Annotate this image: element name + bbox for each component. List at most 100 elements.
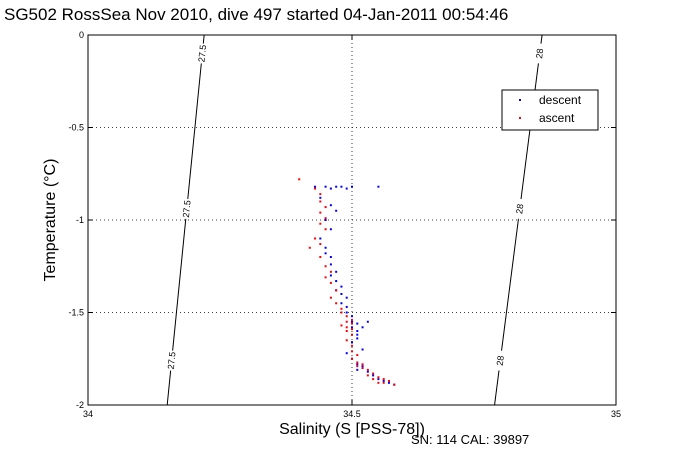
ascent-point bbox=[319, 193, 322, 196]
descent-point bbox=[329, 187, 332, 190]
ascent-point bbox=[324, 276, 327, 279]
descent-point bbox=[356, 333, 359, 336]
descent-point bbox=[345, 305, 348, 308]
ascent-point bbox=[377, 381, 380, 384]
descent-point bbox=[340, 185, 343, 188]
descent-point bbox=[329, 263, 332, 266]
descent-point bbox=[345, 296, 348, 299]
ascent-point bbox=[319, 243, 322, 246]
descent-point bbox=[387, 381, 390, 384]
descent-point bbox=[366, 370, 369, 373]
ascent-point bbox=[324, 265, 327, 268]
descent-point bbox=[366, 320, 369, 323]
y-tick-label: 0 bbox=[79, 30, 84, 40]
y-tick-label: -2 bbox=[76, 400, 84, 410]
isopycnal-label: 28 bbox=[514, 203, 525, 214]
ascent-point bbox=[351, 333, 353, 336]
descent-point bbox=[361, 365, 364, 368]
ascent-point bbox=[324, 228, 327, 231]
ascent-point bbox=[361, 363, 364, 366]
y-axis-label: Temperature (°C) bbox=[42, 159, 59, 282]
descent-point bbox=[314, 185, 317, 188]
isopycnal-label: 28 bbox=[534, 48, 545, 59]
legend-marker-descent bbox=[519, 99, 521, 101]
descent-point bbox=[356, 363, 359, 366]
descent-point bbox=[351, 315, 353, 318]
ascent-point bbox=[329, 281, 332, 284]
legend-box bbox=[501, 89, 599, 131]
ascent-point bbox=[340, 324, 343, 327]
ascent-point bbox=[372, 378, 375, 381]
isopycnal-label-bg bbox=[166, 350, 177, 371]
ascent-point bbox=[319, 256, 322, 258]
ascent-point bbox=[345, 330, 348, 332]
ascent-point bbox=[345, 326, 348, 329]
isopycnal-label-bg bbox=[181, 198, 192, 220]
descent-point bbox=[351, 326, 353, 329]
ascent-point bbox=[356, 354, 359, 357]
ascent-point bbox=[329, 270, 332, 273]
descent-point bbox=[335, 209, 338, 212]
ascent-point bbox=[319, 211, 322, 214]
x-tick-label: 34.5 bbox=[343, 409, 361, 419]
descent-point bbox=[361, 326, 364, 329]
descent-point bbox=[356, 337, 359, 340]
descent-point bbox=[324, 219, 327, 221]
ascent-point bbox=[324, 206, 327, 209]
chart-title: SG502 RossSea Nov 2010, dive 497 started… bbox=[4, 5, 508, 24]
ascent-point bbox=[351, 318, 353, 321]
ascent-point bbox=[382, 378, 385, 381]
descent-point bbox=[319, 196, 322, 199]
isopycnal-label: 27.5 bbox=[166, 351, 178, 369]
descent-point bbox=[329, 274, 332, 277]
descent-point bbox=[345, 311, 348, 314]
descent-point bbox=[335, 280, 338, 283]
descent-point bbox=[361, 348, 364, 351]
ascent-point bbox=[377, 376, 380, 379]
data-points bbox=[298, 178, 396, 386]
legend-marker-ascent bbox=[519, 117, 521, 119]
descent-point bbox=[351, 320, 353, 323]
isopycnal-label: 27.5 bbox=[196, 44, 208, 62]
descent-point bbox=[340, 302, 343, 305]
ascent-point bbox=[351, 350, 353, 353]
ascent-point bbox=[356, 361, 359, 364]
ascent-point bbox=[345, 339, 348, 342]
descent-point bbox=[324, 185, 327, 188]
isopycnal-label: 27.5 bbox=[181, 200, 193, 218]
ascent-point bbox=[366, 368, 369, 371]
ascent-point bbox=[382, 381, 385, 384]
isopycnal-label: 28 bbox=[495, 355, 506, 366]
descent-point bbox=[377, 185, 380, 188]
descent-point bbox=[324, 246, 327, 249]
descent-point bbox=[329, 228, 332, 231]
ascent-point bbox=[335, 289, 338, 292]
x-tick-label: 34 bbox=[83, 409, 93, 419]
descent-point bbox=[335, 185, 338, 188]
ascent-point bbox=[351, 357, 353, 360]
isopycnal-lines: 27.5 27.5 27.5 28 28 28 bbox=[166, 34, 545, 406]
legend-items: descent ascent bbox=[519, 93, 582, 125]
descent-point bbox=[329, 256, 332, 258]
isopycnal-label-bg bbox=[514, 198, 525, 220]
ascent-point bbox=[340, 307, 343, 310]
ascent-point bbox=[366, 374, 369, 377]
ascent-point bbox=[393, 383, 396, 386]
ascent-point bbox=[345, 320, 348, 323]
ascent-point bbox=[361, 367, 364, 369]
descent-point bbox=[329, 204, 332, 207]
x-tick-label: 35 bbox=[611, 409, 621, 419]
isopycnal-label-bg bbox=[534, 43, 545, 64]
legend-label-descent: descent bbox=[539, 93, 582, 107]
descent-point bbox=[340, 285, 343, 288]
descent-point bbox=[324, 252, 327, 255]
ascent-point bbox=[314, 237, 317, 240]
legend: descent ascent bbox=[501, 89, 599, 131]
ascent-point bbox=[319, 222, 322, 225]
descent-point bbox=[319, 237, 322, 240]
y-tick-label: -0.5 bbox=[68, 123, 84, 133]
isopycnal-label-bg bbox=[495, 350, 506, 372]
ascent-point bbox=[319, 200, 322, 203]
descent-point bbox=[356, 322, 359, 325]
